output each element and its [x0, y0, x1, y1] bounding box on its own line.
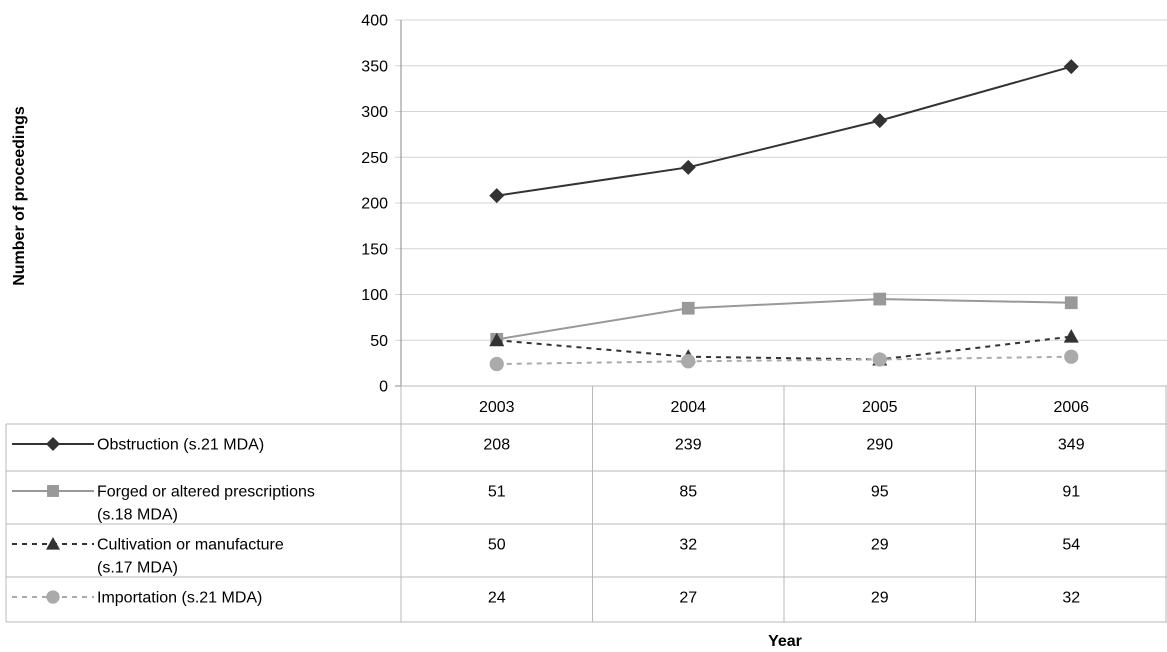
x-tick-label: 2005 [862, 399, 898, 416]
table-value-cell: 290 [866, 437, 893, 454]
table-value-cell: 91 [1062, 484, 1080, 501]
data-point [873, 292, 887, 306]
table-value-cell: 51 [488, 484, 506, 501]
table-value-cell: 29 [871, 590, 889, 607]
gridlines [395, 19, 1167, 387]
data-point [489, 188, 505, 204]
series-line [496, 65, 1072, 197]
x-tick-label: 2003 [479, 399, 515, 416]
data-point [872, 113, 888, 129]
table-value-cell: 27 [679, 590, 697, 607]
y-tick-label: 250 [361, 150, 388, 167]
legend-entry-label: Importation (s.21 MDA) [97, 590, 262, 607]
data-point [489, 332, 505, 347]
y-tick-label: 50 [370, 333, 388, 350]
y-tick-label: 400 [361, 13, 388, 30]
data-point [1063, 329, 1079, 343]
table-value-cell: 95 [871, 484, 889, 501]
table-value-cell: 208 [483, 437, 510, 454]
data-point [681, 301, 695, 315]
table-value-cell: 85 [679, 484, 697, 501]
legend-entry-label: Cultivation or manufacture (s.17 MDA) [97, 537, 284, 577]
y-axis-title: Number of proceedings [11, 106, 28, 286]
legend-key-marker [46, 590, 60, 604]
legend-entry-label: Forged or altered prescriptions (s.18 MDA… [97, 484, 315, 524]
y-tick-label: 0 [379, 379, 388, 396]
y-tick-label: 200 [361, 196, 388, 213]
data-point [1063, 59, 1079, 75]
table-value-cell: 239 [675, 437, 702, 454]
legend-key-marker [46, 537, 60, 550]
data-point [681, 354, 696, 369]
legend-entry-label: Obstruction (s.21 MDA) [97, 437, 264, 454]
table-value-cell: 54 [1062, 537, 1080, 554]
data-point [872, 352, 887, 367]
legend-key-marker [47, 485, 59, 497]
y-tick-label: 100 [361, 287, 388, 304]
table-value-cell: 50 [488, 537, 506, 554]
x-tick-label: 2006 [1053, 399, 1089, 416]
data-point [489, 356, 504, 372]
data-point [1064, 296, 1078, 310]
y-tick-label: 150 [361, 241, 388, 258]
series-lines [489, 59, 1079, 372]
data-point [680, 159, 696, 175]
x-axis-title: Year [768, 633, 802, 650]
series-line [496, 298, 1072, 341]
data-point [1064, 349, 1079, 364]
y-tick-label: 300 [361, 104, 388, 121]
series-line [496, 335, 1072, 361]
table-value-cell: 32 [1062, 590, 1080, 607]
data-table: 2003 2004 2005 2006 Obstruction (s.21 MDA) 20… [5, 385, 1167, 623]
y-tick-label: 350 [361, 58, 388, 75]
table-value-cell: 24 [488, 590, 506, 607]
legend-key-marker [46, 437, 60, 451]
x-tick-label: 2004 [670, 399, 706, 416]
table-value-cell: 349 [1058, 437, 1085, 454]
y-axis-ticks: 0 50 100 150 200 250 300 350 400 [361, 13, 388, 396]
table-value-cell: 29 [871, 537, 889, 554]
series-line [496, 355, 1072, 366]
table-value-cell: 32 [679, 537, 697, 554]
